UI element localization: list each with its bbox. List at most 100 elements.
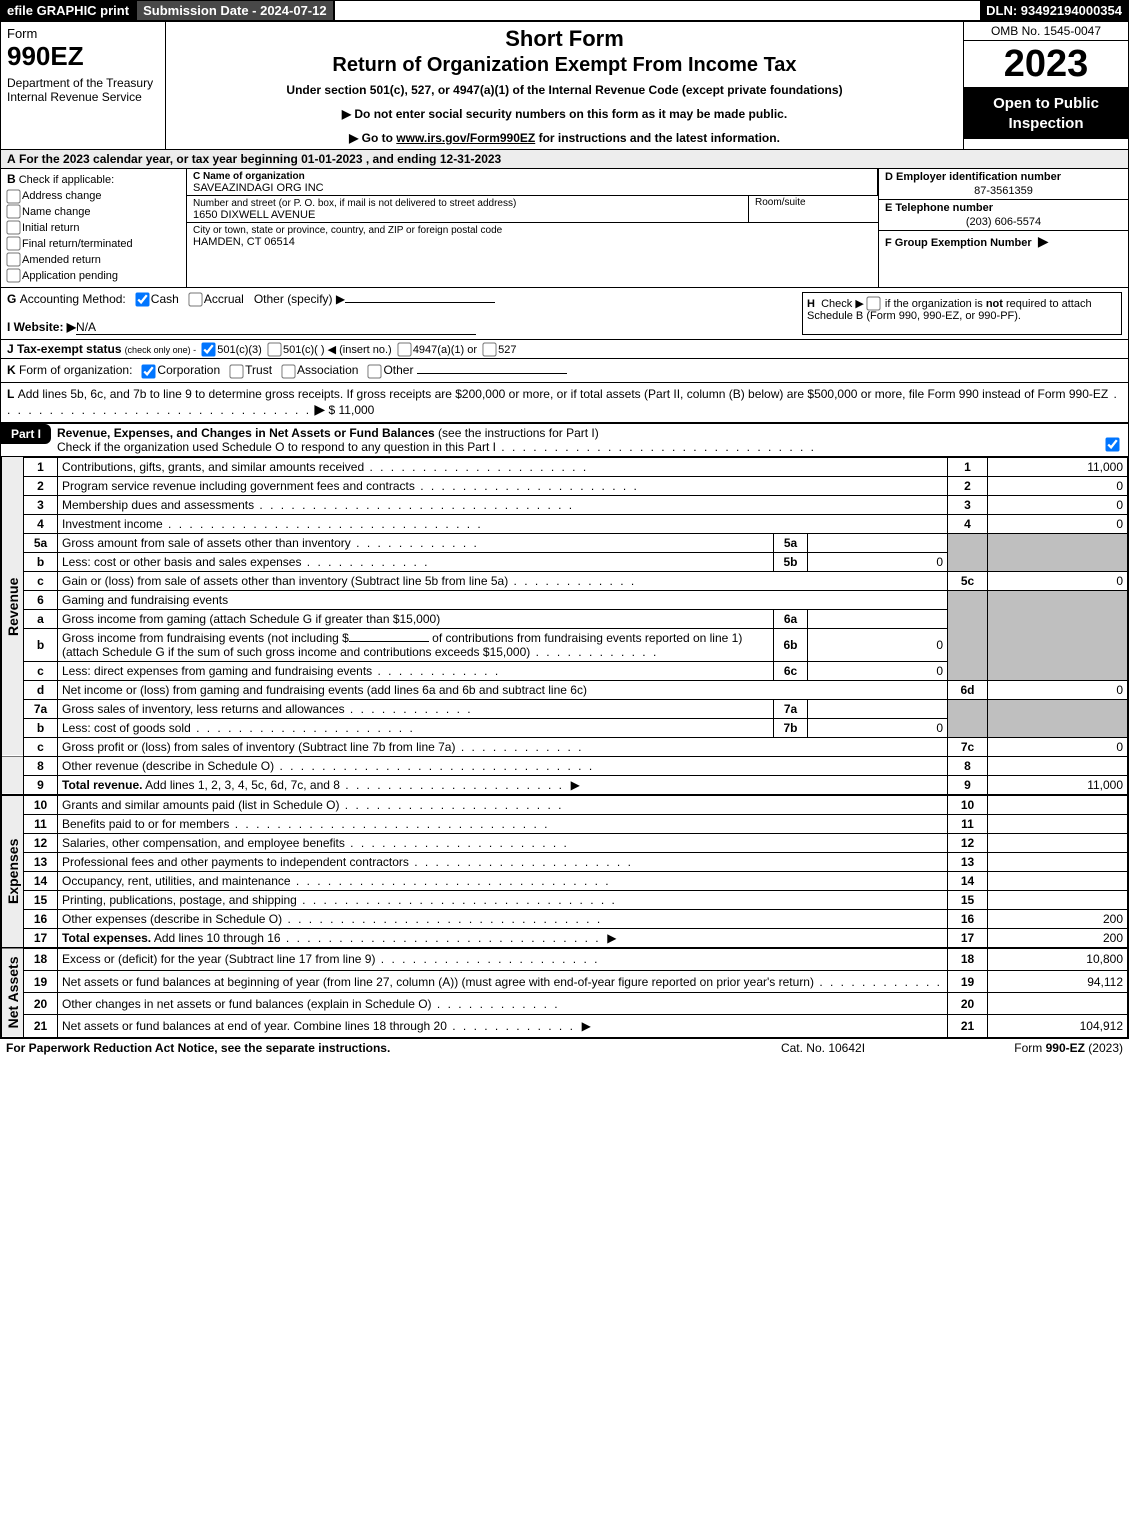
chk-h[interactable] bbox=[866, 297, 880, 311]
line-16: 16 Other expenses (describe in Schedule … bbox=[2, 909, 1128, 928]
j-opt3: 4947(a)(1) or bbox=[413, 344, 477, 356]
chk-501c[interactable] bbox=[267, 343, 281, 357]
l11-num: 11 bbox=[24, 814, 58, 833]
chk-name-change[interactable]: Name change bbox=[7, 205, 180, 221]
g-other-field[interactable] bbox=[345, 302, 495, 303]
l18-amt: 10,800 bbox=[988, 948, 1128, 971]
l18-desc: Excess or (deficit) for the year (Subtra… bbox=[62, 952, 375, 966]
chk-application-pending[interactable]: Application pending bbox=[7, 269, 180, 285]
k-other-field[interactable] bbox=[417, 373, 567, 374]
l12-num: 12 bbox=[24, 833, 58, 852]
l6b-num: b bbox=[24, 628, 58, 661]
l6b-desc-pre: Gross income from fundraising events (no… bbox=[62, 631, 349, 645]
l6-desc: Gaming and fundraising events bbox=[62, 593, 228, 607]
room-caption: Room/suite bbox=[755, 197, 806, 208]
part1-desc: Revenue, Expenses, and Changes in Net As… bbox=[51, 424, 1098, 456]
short-form-title: Short Form bbox=[172, 26, 957, 52]
col-c: C Name of organization SAVEAZINDAGI ORG … bbox=[187, 169, 878, 287]
chk-trust[interactable] bbox=[229, 364, 243, 378]
l18-num: 18 bbox=[24, 948, 58, 971]
l7c-box: 7c bbox=[948, 737, 988, 756]
l12-box: 12 bbox=[948, 833, 988, 852]
chk-amended-return[interactable]: Amended return bbox=[7, 253, 180, 269]
header-left: Form 990EZ Department of the Treasury In… bbox=[1, 22, 166, 149]
l18-box: 18 bbox=[948, 948, 988, 971]
l10-amt bbox=[988, 795, 1128, 815]
l15-num: 15 bbox=[24, 890, 58, 909]
l7a-inum: 7a bbox=[774, 699, 808, 718]
l4-num: 4 bbox=[24, 514, 58, 533]
name-cell: C Name of organization SAVEAZINDAGI ORG … bbox=[187, 169, 878, 195]
l7c-desc: Gross profit or (loss) from sales of inv… bbox=[62, 740, 455, 754]
city-value: HAMDEN, CT 06514 bbox=[193, 236, 295, 248]
l1-num: 1 bbox=[24, 457, 58, 476]
l5b-desc: Less: cost or other basis and sales expe… bbox=[62, 555, 301, 569]
chk-part1-scho[interactable] bbox=[1105, 437, 1119, 451]
l3-amt: 0 bbox=[988, 495, 1128, 514]
footer-right: Form 990-EZ (2023) bbox=[923, 1041, 1123, 1055]
line-6d: d Net income or (loss) from gaming and f… bbox=[2, 680, 1128, 699]
chk-final-return[interactable]: Final return/terminated bbox=[7, 237, 180, 253]
l21-box: 21 bbox=[948, 1015, 988, 1037]
l10-box: 10 bbox=[948, 795, 988, 815]
footer-left: For Paperwork Reduction Act Notice, see … bbox=[6, 1041, 723, 1055]
irs-link[interactable]: www.irs.gov/Form990EZ bbox=[396, 131, 535, 145]
l6a-desc: Gross income from gaming (attach Schedul… bbox=[62, 612, 440, 626]
instruction-goto: ▶ Go to www.irs.gov/Form990EZ for instru… bbox=[172, 131, 957, 145]
c-label: C bbox=[193, 171, 200, 182]
l6a-num: a bbox=[24, 609, 58, 628]
chk-4947[interactable] bbox=[397, 343, 411, 357]
l7b-ival: 0 bbox=[808, 718, 948, 737]
d-cell: D Employer identification number 87-3561… bbox=[879, 169, 1128, 200]
k-opt-assoc: Association bbox=[297, 363, 358, 377]
l6c-ival: 0 bbox=[808, 661, 948, 680]
l4-amt: 0 bbox=[988, 514, 1128, 533]
chk-527[interactable] bbox=[482, 343, 496, 357]
line-5a: 5a Gross amount from sale of assets othe… bbox=[2, 533, 1128, 552]
chk-accrual[interactable] bbox=[188, 292, 202, 306]
l6c-desc: Less: direct expenses from gaming and fu… bbox=[62, 664, 372, 678]
line-1: Revenue 1 Contributions, gifts, grants, … bbox=[2, 457, 1128, 476]
chk-other-org[interactable] bbox=[368, 364, 382, 378]
chk-initial-return[interactable]: Initial return bbox=[7, 221, 180, 237]
h-label: H bbox=[807, 298, 815, 310]
e-label: E Telephone number bbox=[885, 202, 993, 214]
l6c-num: c bbox=[24, 661, 58, 680]
chk-corporation[interactable] bbox=[142, 364, 156, 378]
l19-desc: Net assets or fund balances at beginning… bbox=[62, 975, 814, 989]
row-k: K Form of organization: Corporation Trus… bbox=[1, 359, 1128, 382]
l9-num: 9 bbox=[24, 775, 58, 795]
line-5c: c Gain or (loss) from sale of assets oth… bbox=[2, 571, 1128, 590]
l5c-box: 5c bbox=[948, 571, 988, 590]
l9-desc: Total revenue. bbox=[62, 778, 142, 792]
form-container: efile GRAPHIC print Submission Date - 20… bbox=[0, 0, 1129, 1039]
chk-501c3[interactable] bbox=[202, 343, 216, 357]
l6-num: 6 bbox=[24, 590, 58, 609]
part1-paren: (see the instructions for Part I) bbox=[438, 426, 599, 440]
chk-cash[interactable] bbox=[135, 292, 149, 306]
l6b-blank[interactable] bbox=[349, 641, 429, 642]
line-4: 4 Investment income 4 0 bbox=[2, 514, 1128, 533]
lines-table: Revenue 1 Contributions, gifts, grants, … bbox=[1, 457, 1128, 1038]
submission-date-button[interactable]: Submission Date - 2024-07-12 bbox=[135, 1, 335, 20]
l5c-amt: 0 bbox=[988, 571, 1128, 590]
l6b-ival: 0 bbox=[808, 628, 948, 661]
line-15: 15 Printing, publications, postage, and … bbox=[2, 890, 1128, 909]
i-label: I Website: ▶ bbox=[7, 320, 76, 334]
chk-association[interactable] bbox=[281, 364, 295, 378]
l13-box: 13 bbox=[948, 852, 988, 871]
chk-address-change[interactable]: Address change bbox=[7, 189, 180, 205]
d-label: D Employer identification number bbox=[885, 171, 1061, 183]
k-opt-other: Other bbox=[383, 363, 413, 377]
line-3: 3 Membership dues and assessments 3 0 bbox=[2, 495, 1128, 514]
efile-print-button[interactable]: efile GRAPHIC print bbox=[1, 1, 135, 20]
instruction-ssn: ▶ Do not enter social security numbers o… bbox=[172, 107, 957, 121]
l20-num: 20 bbox=[24, 993, 58, 1015]
l20-box: 20 bbox=[948, 993, 988, 1015]
open-public-badge: Open to Public Inspection bbox=[964, 88, 1128, 139]
section-bcd-row: B Check if applicable: Address change Na… bbox=[1, 169, 1128, 288]
instr2-pre: ▶ Go to bbox=[349, 131, 396, 145]
l9-amt: 11,000 bbox=[988, 775, 1128, 795]
city-row: City or town, state or province, country… bbox=[187, 223, 878, 249]
l20-desc: Other changes in net assets or fund bala… bbox=[62, 997, 432, 1011]
